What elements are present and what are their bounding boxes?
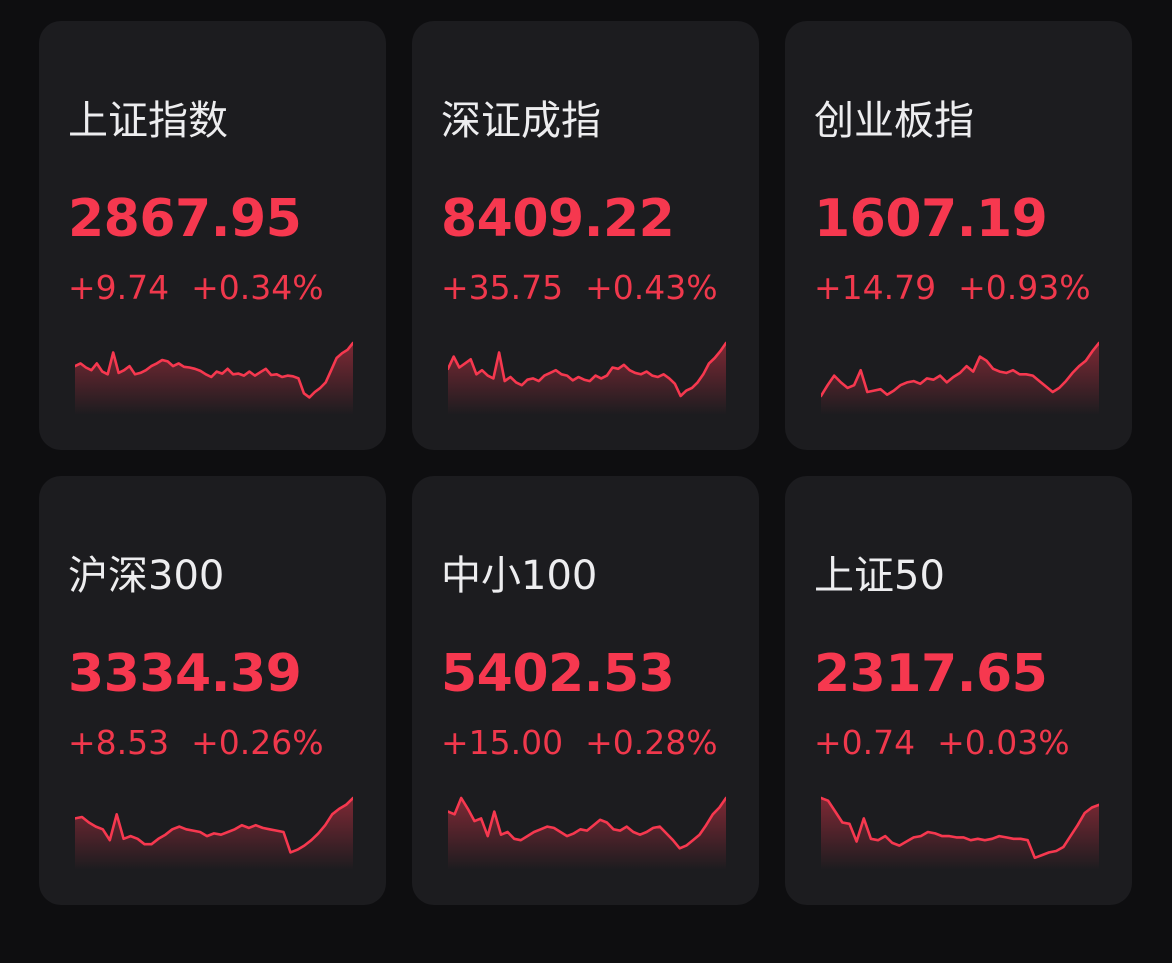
index-change-row: +0.74 +0.03% [814, 726, 1070, 760]
index-price: 2317.65 [814, 644, 1048, 704]
sparkline-line [821, 796, 1099, 860]
index-price: 8409.22 [441, 189, 675, 249]
sparkline-line [448, 796, 726, 850]
index-card-shanghai-composite[interactable]: 上证指数 2867.95 +9.74 +0.34% [39, 21, 386, 450]
index-price: 2867.95 [68, 189, 302, 249]
index-price: 3334.39 [68, 644, 302, 704]
index-change-value: +15.00 [441, 723, 564, 762]
sparkline-line [448, 341, 726, 398]
index-change-row: +35.75 +0.43% [441, 271, 718, 305]
sparkline-area [448, 798, 726, 870]
index-change-value: +14.79 [814, 268, 937, 307]
index-change-percent: +0.26% [191, 723, 324, 762]
index-name: 上证50 [814, 553, 945, 599]
index-change-percent: +0.03% [937, 723, 1070, 762]
index-sparkline [821, 796, 1099, 870]
index-name: 深证成指 [441, 98, 601, 144]
index-name: 上证指数 [68, 98, 228, 144]
index-card-sse50[interactable]: 上证50 2317.65 +0.74 +0.03% [785, 476, 1132, 905]
index-card-csi300[interactable]: 沪深300 3334.39 +8.53 +0.26% [39, 476, 386, 905]
index-grid: 上证指数 2867.95 +9.74 +0.34% 深证成指 8409.22 +3… [39, 21, 1132, 905]
index-name: 沪深300 [68, 553, 225, 599]
index-change-row: +14.79 +0.93% [814, 271, 1091, 305]
index-change-value: +9.74 [68, 268, 170, 307]
sparkline-area [448, 343, 726, 415]
index-change-row: +9.74 +0.34% [68, 271, 324, 305]
sparkline-area [821, 343, 1099, 415]
index-name: 创业板指 [814, 98, 974, 144]
sparkline-area [75, 343, 353, 415]
index-sparkline [448, 796, 726, 870]
index-sparkline [821, 341, 1099, 415]
index-change-value: +8.53 [68, 723, 170, 762]
index-change-percent: +0.43% [585, 268, 718, 307]
index-card-sme100[interactable]: 中小100 5402.53 +15.00 +0.28% [412, 476, 759, 905]
index-change-value: +0.74 [814, 723, 916, 762]
index-card-chinext[interactable]: 创业板指 1607.19 +14.79 +0.93% [785, 21, 1132, 450]
sparkline-line [75, 796, 353, 854]
index-change-percent: +0.28% [585, 723, 718, 762]
index-sparkline [448, 341, 726, 415]
index-name: 中小100 [441, 553, 598, 599]
sparkline-line [821, 341, 1099, 398]
sparkline-area [821, 798, 1099, 870]
index-sparkline [75, 796, 353, 870]
index-change-percent: +0.93% [958, 268, 1091, 307]
index-sparkline [75, 341, 353, 415]
index-change-row: +8.53 +0.26% [68, 726, 324, 760]
index-change-percent: +0.34% [191, 268, 324, 307]
index-change-value: +35.75 [441, 268, 564, 307]
sparkline-line [75, 341, 353, 399]
index-price: 1607.19 [814, 189, 1048, 249]
index-price: 5402.53 [441, 644, 675, 704]
index-card-shenzhen-component[interactable]: 深证成指 8409.22 +35.75 +0.43% [412, 21, 759, 450]
index-change-row: +15.00 +0.28% [441, 726, 718, 760]
